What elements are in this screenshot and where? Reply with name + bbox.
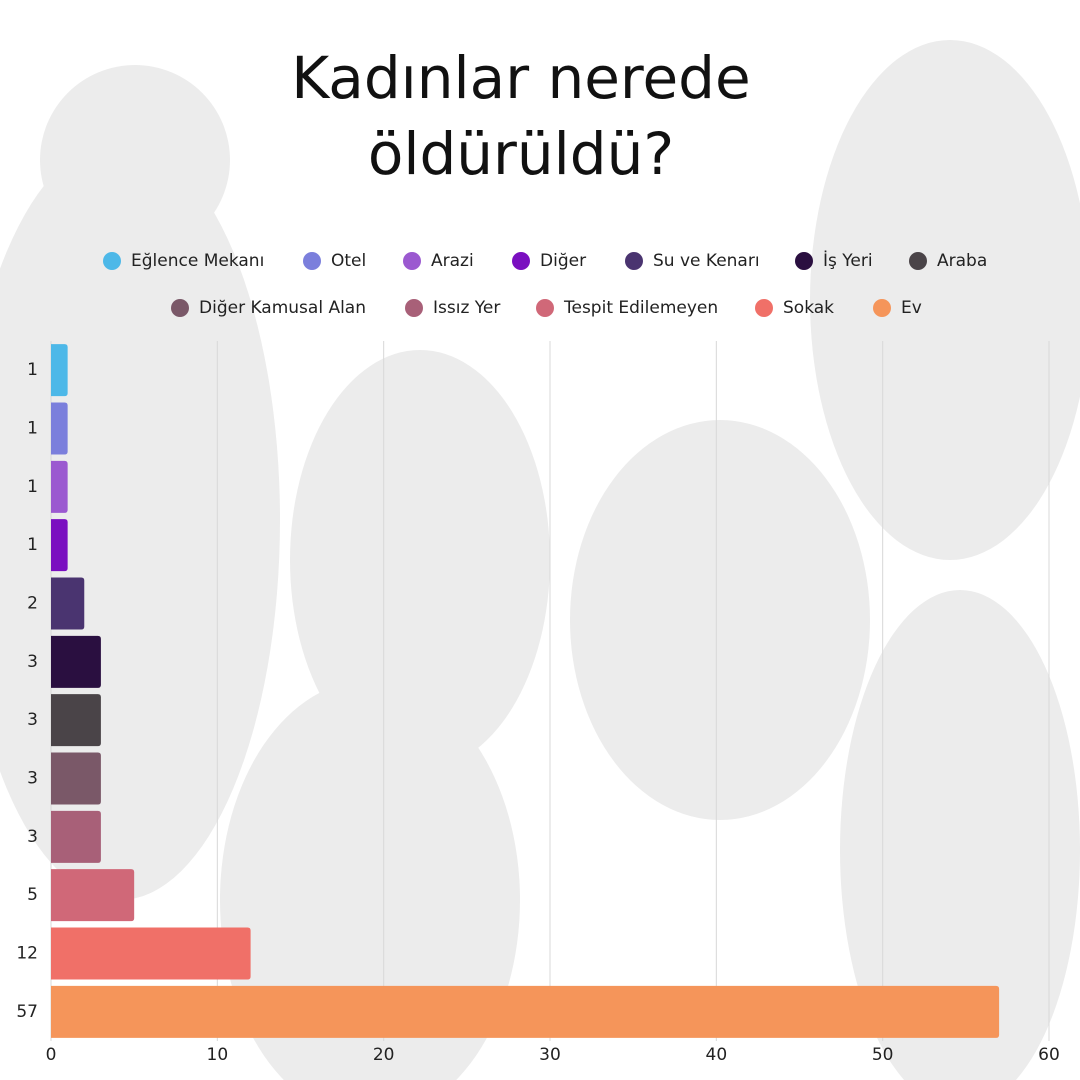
y-tick-label: 1	[27, 360, 38, 380]
legend-label: Ev	[901, 298, 922, 318]
bar	[51, 985, 1000, 1038]
legend-label: Eğlence Mekanı	[131, 251, 264, 271]
legend-marker	[303, 252, 321, 270]
y-tick-label: 3	[27, 827, 38, 847]
legend-label: Sokak	[783, 298, 834, 318]
bar	[51, 869, 135, 922]
legend-label: Tespit Edilemeyen	[563, 298, 718, 318]
legend-marker	[873, 299, 891, 317]
bar	[51, 752, 101, 805]
x-tick-label: 30	[539, 1045, 561, 1065]
bar	[51, 810, 101, 863]
bar	[51, 344, 68, 397]
bar	[51, 460, 68, 513]
x-tick-label: 10	[207, 1045, 229, 1065]
legend-marker	[909, 252, 927, 270]
y-tick-label: 1	[27, 535, 38, 555]
y-tick-label: 2	[27, 594, 38, 614]
x-tick-label: 0	[46, 1045, 57, 1065]
legend-marker	[625, 252, 643, 270]
legend-marker	[755, 299, 773, 317]
y-tick-label: 1	[27, 419, 38, 439]
x-tick-label: 50	[872, 1045, 894, 1065]
y-tick-label: 3	[27, 652, 38, 672]
legend-label: Diğer	[540, 251, 586, 271]
x-tick-label: 60	[1038, 1045, 1060, 1065]
legend-label: Araba	[937, 251, 987, 271]
bar	[51, 577, 85, 630]
legend-label: Su ve Kenarı	[653, 251, 760, 271]
x-tick-label: 20	[373, 1045, 395, 1065]
legend-label: Arazi	[431, 251, 474, 271]
legend-marker	[405, 299, 423, 317]
bar	[51, 402, 68, 455]
legend-label: Diğer Kamusal Alan	[199, 298, 366, 318]
y-tick-label: 57	[16, 1002, 38, 1022]
bar	[51, 519, 68, 572]
bar	[51, 694, 101, 747]
y-tick-label: 1	[27, 477, 38, 497]
y-tick-label: 3	[27, 769, 38, 789]
legend-marker	[536, 299, 554, 317]
y-tick-label: 12	[16, 944, 38, 964]
chart-title: Kadınlar nerede öldürüldü?	[291, 44, 751, 188]
legend-label: Issız Yer	[433, 298, 500, 318]
legend-marker	[795, 252, 813, 270]
legend-label: İş Yeri	[823, 250, 873, 271]
x-tick-label: 40	[706, 1045, 728, 1065]
y-tick-label: 3	[27, 710, 38, 730]
background-silhouettes	[0, 40, 1080, 1080]
legend-marker	[512, 252, 530, 270]
legend-marker	[103, 252, 121, 270]
bar	[51, 927, 251, 980]
legend-marker	[171, 299, 189, 317]
y-tick-label: 5	[27, 885, 38, 905]
legend-label: Otel	[331, 251, 366, 271]
legend-marker	[403, 252, 421, 270]
bar	[51, 635, 101, 688]
